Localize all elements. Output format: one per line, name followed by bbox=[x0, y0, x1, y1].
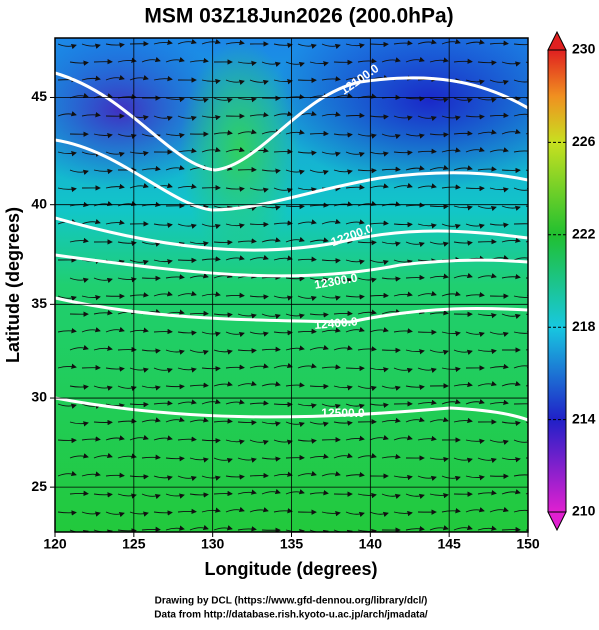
x-axis-label: Longitude (degrees) bbox=[204, 559, 377, 579]
streamline bbox=[178, 511, 196, 512]
x-tick-label: 120 bbox=[43, 536, 67, 552]
x-tick-label: 140 bbox=[359, 536, 383, 552]
colorbar bbox=[548, 32, 566, 530]
streamline bbox=[94, 422, 112, 423]
y-tick-label: 30 bbox=[31, 389, 47, 405]
x-tick-label: 125 bbox=[122, 536, 146, 552]
y-tick-label: 45 bbox=[31, 88, 47, 104]
streamline bbox=[346, 115, 364, 116]
y-tick-label: 25 bbox=[31, 478, 47, 494]
chart-title: MSM 03Z18Jun2026 (200.0hPa) bbox=[144, 5, 453, 28]
colorbar-body bbox=[548, 50, 566, 512]
colorbar-tick-label: 230 bbox=[572, 41, 596, 57]
x-tick-label: 145 bbox=[437, 536, 461, 552]
x-tick-label: 130 bbox=[201, 536, 225, 552]
y-tick-label: 40 bbox=[31, 195, 47, 211]
colorbar-tick-label: 222 bbox=[572, 226, 596, 242]
y-axis-label: Latitude (degrees) bbox=[3, 207, 23, 363]
y-tick-label: 35 bbox=[31, 295, 47, 311]
streamline bbox=[430, 206, 448, 207]
field: 12100.0 12200.0 12300.0 12400.0 12500.0 bbox=[10, 10, 590, 532]
streamline bbox=[274, 404, 292, 405]
colorbar-cap bbox=[548, 32, 566, 50]
colorbar-cap bbox=[548, 512, 566, 530]
credit: Drawing by DCL (https://www.gfd-dennou.o… bbox=[155, 596, 428, 607]
x-tick-label: 135 bbox=[280, 536, 304, 552]
streamline bbox=[190, 313, 208, 314]
colorbar-tick-label: 210 bbox=[572, 503, 596, 519]
credit: Data from http://database.rish.kyoto-u.a… bbox=[154, 610, 428, 621]
streamline bbox=[286, 206, 304, 207]
colorbar-tick-label: 214 bbox=[572, 410, 596, 426]
colorbar-tick-label: 218 bbox=[572, 318, 596, 334]
x-tick-label: 150 bbox=[516, 536, 540, 552]
contour-label: 12500.0 bbox=[321, 406, 365, 420]
colorbar-tick-label: 226 bbox=[572, 133, 596, 149]
